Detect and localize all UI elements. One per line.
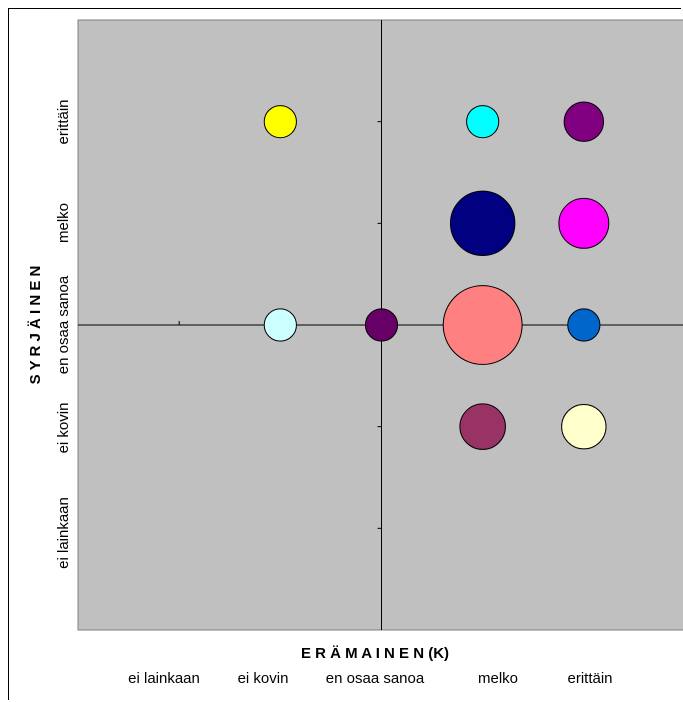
y-tick-labels: ei lainkaan ei kovin en osaa sanoa melko eri…: [55, 99, 72, 568]
bubble: [561, 403, 607, 450]
x-tick-labels: ei lainkaan ei kovin en osaa sanoa melko eri…: [128, 670, 612, 687]
bubble: [442, 285, 523, 365]
x-tick-label: en osaa sanoa: [326, 670, 425, 687]
bubble: [459, 403, 506, 450]
x-tick-label: ei lainkaan: [128, 670, 200, 687]
bubble: [263, 105, 297, 139]
bubble: [558, 197, 610, 249]
y-tick-label: ei lainkaan: [55, 497, 72, 569]
bubbles: [263, 101, 610, 450]
bubble: [466, 105, 500, 139]
x-tick-label: melko: [478, 670, 518, 687]
y-tick-label: erittäin: [55, 99, 72, 144]
chart-frame: [8, 8, 681, 700]
bubble: [263, 308, 297, 342]
x-axis-title: E R Ä M A I N E N (K): [301, 645, 449, 662]
bubble: [364, 308, 399, 342]
y-tick-label: ei kovin: [55, 403, 72, 454]
bubble: [567, 308, 601, 342]
x-tick-label: ei kovin: [238, 670, 289, 687]
y-tick-label: melko: [55, 203, 72, 243]
y-axis-title: S Y R J Ä I N E N: [27, 266, 44, 385]
bubble: [563, 101, 605, 142]
x-tick-label: erittäin: [567, 670, 612, 687]
y-tick-label: en osaa sanoa: [55, 275, 72, 374]
bubble: [449, 190, 516, 257]
